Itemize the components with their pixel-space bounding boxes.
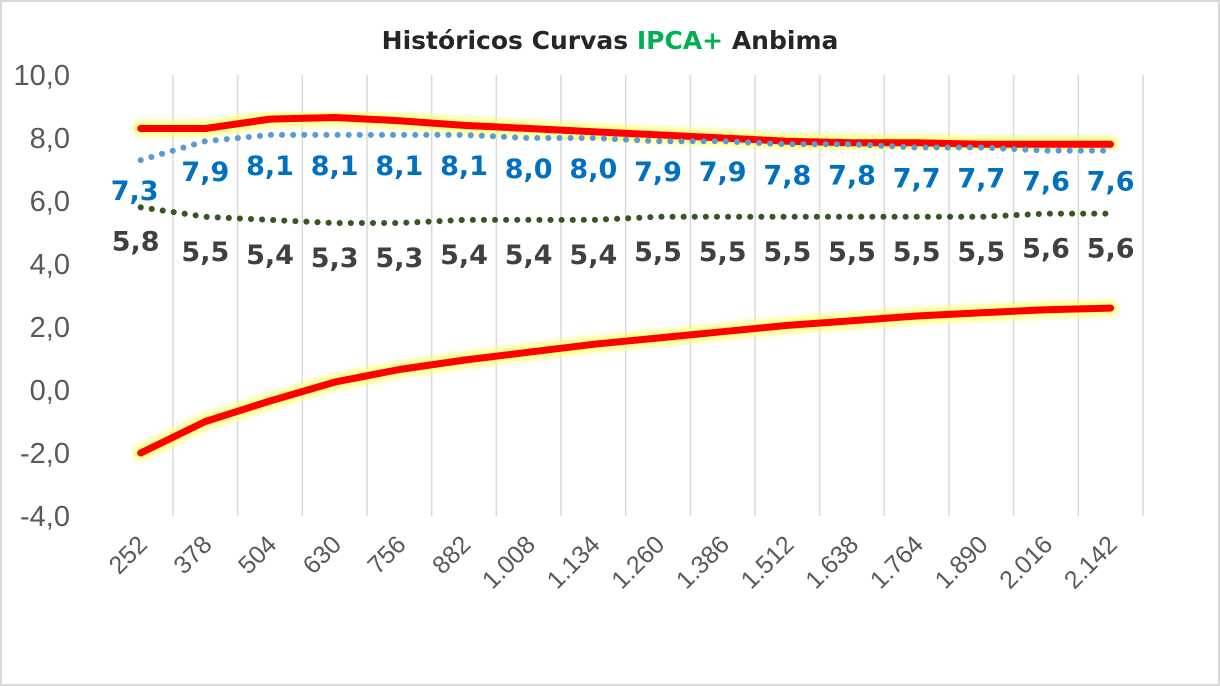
- data-label: 7,9: [699, 157, 747, 188]
- data-label: 7,8: [828, 160, 876, 191]
- data-label: 5,8: [112, 226, 160, 257]
- data-label: 7,6: [1087, 167, 1135, 198]
- data-label: 8,1: [311, 151, 359, 182]
- series-line-red: [137, 114, 1115, 148]
- data-label: 5,4: [569, 240, 617, 271]
- y-tick-label: -2,0: [20, 438, 70, 470]
- data-label: 5,4: [440, 240, 488, 271]
- data-label: 5,5: [699, 237, 747, 268]
- y-tick-label: 6,0: [30, 186, 70, 218]
- data-label: 7,8: [763, 160, 811, 191]
- data-label: 5,3: [311, 243, 359, 274]
- y-tick-label: 4,0: [30, 249, 70, 281]
- data-labels: 7,3 7,9 8,1 8,1 8,1 8,1 8,0 8,0 7,9 7,9 7,8 7,8 7,7 7…: [111, 151, 1135, 274]
- data-label: 8,1: [440, 151, 488, 182]
- data-label: 7,7: [957, 163, 1005, 194]
- data-label: 5,6: [1022, 234, 1070, 265]
- series-line-dotted: [137, 204, 1114, 226]
- title-part: Históricos Curvas: [382, 26, 637, 55]
- data-label: 5,4: [246, 240, 294, 271]
- data-label: 7,6: [1022, 167, 1070, 198]
- data-label: 8,1: [246, 151, 294, 182]
- data-label: 5,6: [1087, 234, 1135, 265]
- series-line-red: [137, 304, 1115, 457]
- data-label: 5,5: [893, 237, 941, 268]
- data-label: 8,0: [505, 154, 553, 185]
- series-layer: [132, 109, 1119, 461]
- data-label: 7,9: [181, 157, 229, 188]
- data-label: 7,9: [634, 157, 682, 188]
- data-label: 5,4: [505, 240, 553, 271]
- data-label: 8,1: [375, 151, 423, 182]
- y-axis-ticks: 10,0 8,0 6,0 4,0 2,0 0,0 -2,0 -4,0: [14, 60, 70, 533]
- data-label: 5,5: [957, 237, 1005, 268]
- data-label: 8,0: [569, 154, 617, 185]
- data-label: 7,3: [111, 176, 159, 207]
- y-tick-label: 0,0: [30, 375, 70, 407]
- chart-title: Históricos Curvas IPCA+ Anbima: [382, 26, 839, 55]
- data-label: 5,5: [181, 237, 229, 268]
- title-part: IPCA+: [637, 26, 723, 55]
- y-tick-label: 8,0: [30, 123, 70, 155]
- data-label: 5,5: [763, 237, 811, 268]
- series-line-dotted: [137, 131, 1114, 164]
- y-tick-label: 10,0: [14, 60, 70, 92]
- y-tick-label: -4,0: [20, 501, 70, 533]
- data-label: 5,5: [828, 237, 876, 268]
- data-label: 5,3: [375, 243, 423, 274]
- data-label: 5,5: [634, 237, 682, 268]
- title-part: Anbima: [723, 26, 838, 55]
- y-tick-label: 2,0: [30, 312, 70, 344]
- data-label: 7,7: [893, 163, 941, 194]
